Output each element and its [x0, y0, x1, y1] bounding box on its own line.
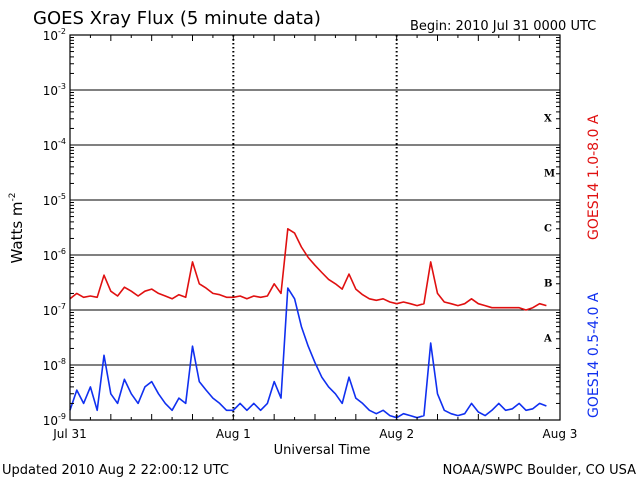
updated-time: Updated 2010 Aug 2 22:00:12 UTC [2, 463, 229, 478]
legend-short: GOES14 0.5-4.0 A [586, 292, 602, 418]
y-tick-label: 10-4 [43, 137, 66, 153]
x-tick-label: Aug 2 [379, 427, 414, 441]
y-tick-label: 10-3 [43, 82, 66, 98]
flare-class-x: X [544, 114, 552, 125]
flare-class-labels: A B C M X [543, 114, 555, 345]
legend-long: GOES14 1.0-8.0 A [586, 114, 602, 240]
y-tick-label: 10-6 [43, 247, 66, 263]
flare-class-m: M [544, 169, 555, 180]
x-tick-label: Aug 1 [216, 427, 251, 441]
series-long-line [69, 228, 547, 311]
y-tick-label: 10-8 [43, 357, 66, 373]
y-tick-label: 10-9 [43, 412, 66, 428]
x-tick-label: Jul 31 [52, 427, 87, 441]
y-axis-label: Watts m-2 [8, 192, 26, 263]
y-axis-ticks: 10-9 10-8 10-7 10-6 10-5 10-4 10-3 10-2 [43, 27, 560, 428]
legend-short-text: GOES14 0.5-4.0 A [586, 292, 602, 418]
y-tick-label: 10-5 [43, 192, 66, 208]
legend-long-text: GOES14 1.0-8.0 A [586, 114, 602, 240]
y-tick-label: 10-7 [43, 302, 66, 318]
series-layer [69, 228, 547, 419]
x-axis-ticks: Jul 31 Aug 1 Aug 2 Aug 3 [52, 35, 577, 441]
x-axis-label: Universal Time [274, 443, 371, 458]
credit-text: NOAA/SWPC Boulder, CO USA [443, 463, 636, 478]
grid [70, 35, 560, 420]
chart-title: GOES Xray Flux (5 minute data) [33, 8, 321, 29]
begin-time: Begin: 2010 Jul 31 0000 UTC [410, 19, 596, 34]
flare-class-b: B [544, 279, 552, 290]
y-axis-label-exp: -2 [8, 192, 18, 201]
y-tick-label: 10-2 [43, 27, 66, 43]
flare-class-a: A [543, 334, 552, 345]
x-tick-label: Aug 3 [543, 427, 578, 441]
y-axis-label-base: Watts m [8, 201, 26, 263]
svg-text:Watts m-2: Watts m-2 [8, 192, 26, 263]
series-short-line [69, 287, 547, 419]
flare-class-c: C [544, 224, 552, 235]
